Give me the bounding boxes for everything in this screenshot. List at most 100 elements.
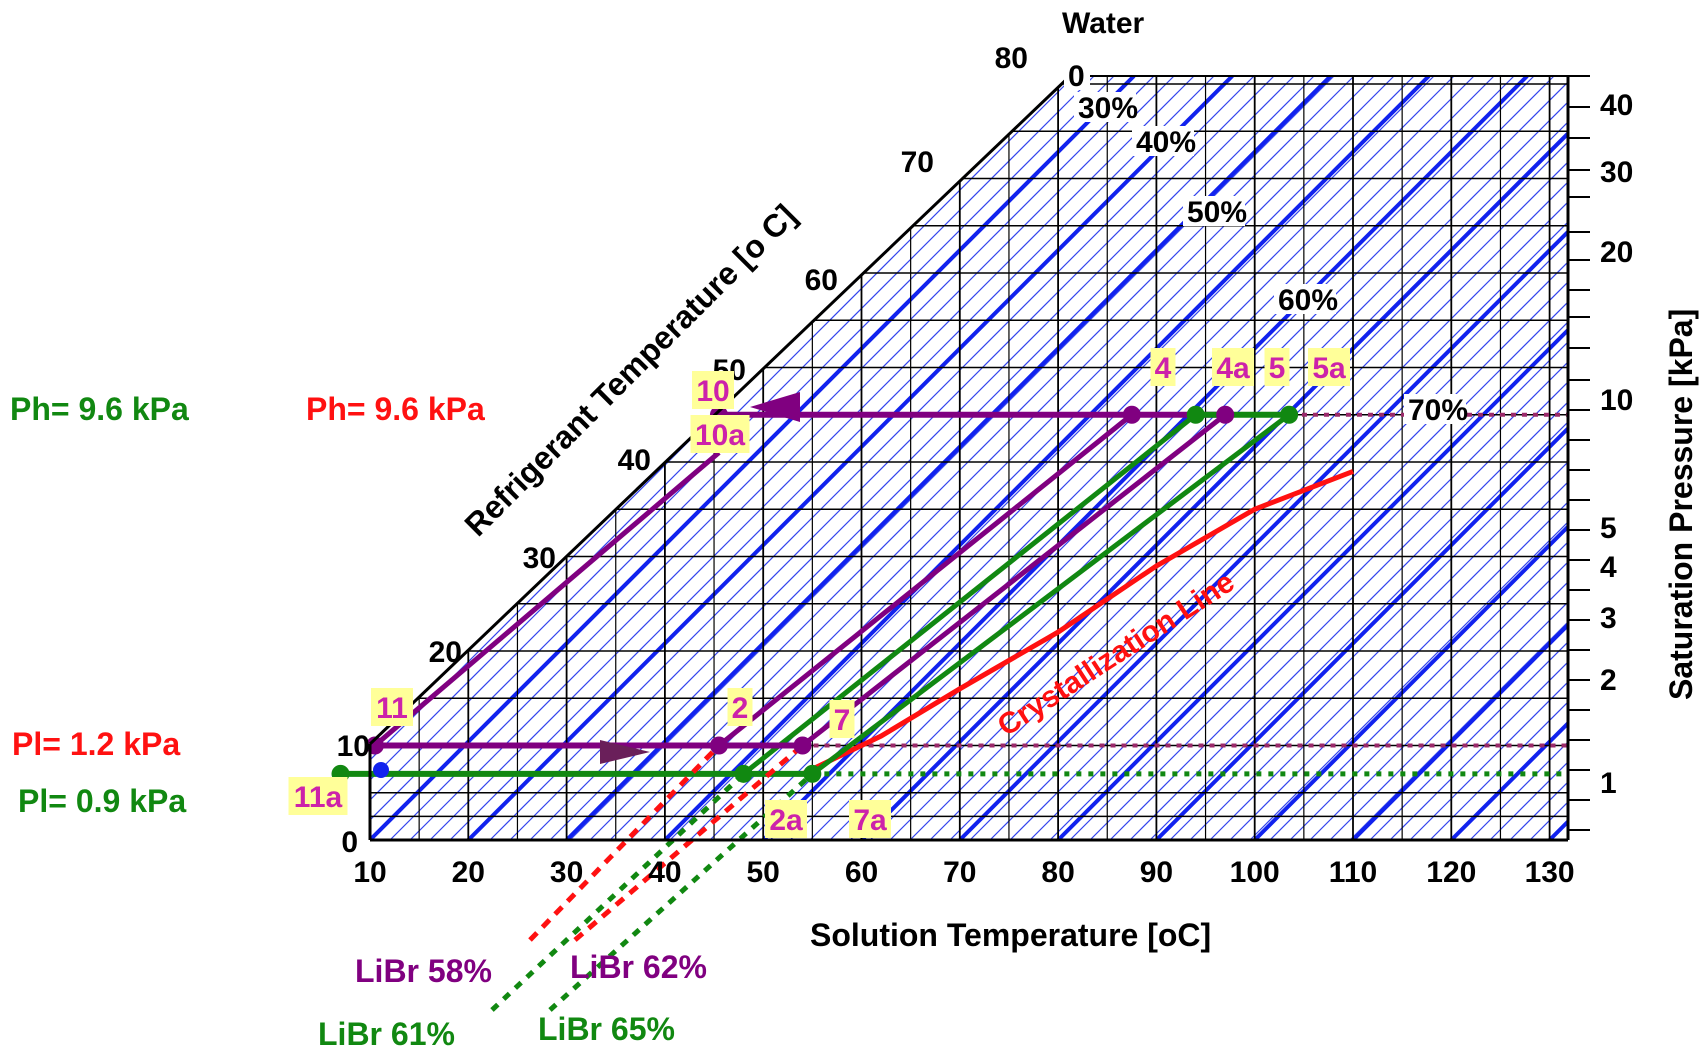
point-label-bg bbox=[1212, 348, 1254, 386]
refrigerant-line bbox=[373, 450, 721, 748]
text-labels: 10 20 30 40 50 60 70 80 90 100 110 120 1300102030405… bbox=[10, 42, 1633, 1052]
state-point bbox=[1186, 405, 1205, 424]
hatch-line bbox=[489, 76, 1255, 840]
pressure-tick-label: 1 bbox=[1600, 767, 1617, 800]
x-tick-label: 130 bbox=[1525, 856, 1575, 889]
concentration-label: 70% bbox=[1408, 394, 1468, 427]
hatch-line bbox=[1049, 76, 1568, 840]
series-label: LiBr 58% bbox=[355, 953, 492, 989]
point-label: 7a bbox=[853, 804, 887, 837]
concentration-label-bg bbox=[1404, 394, 1466, 424]
arrow-right bbox=[600, 740, 650, 764]
refrigerant-tick-label: 70 bbox=[901, 146, 934, 179]
y-axis-right-title: Saturation Pressure [kPa] bbox=[1663, 309, 1699, 700]
point-label-bg bbox=[727, 688, 753, 726]
hatch-line bbox=[449, 76, 1215, 840]
hatch-line bbox=[989, 76, 1568, 840]
point-label: 5 bbox=[1269, 352, 1286, 385]
hatch-line bbox=[609, 76, 1375, 840]
hatch-line bbox=[1009, 76, 1568, 840]
hatch-line bbox=[1029, 76, 1568, 840]
hatch-line bbox=[1329, 76, 1568, 840]
series-label: LiBr 62% bbox=[570, 949, 707, 985]
y-axis-left-title: Refrigerant Temperature [o C] bbox=[457, 197, 803, 543]
hatch-line bbox=[370, 76, 1115, 840]
state-point bbox=[373, 762, 389, 778]
series-label: LiBr 65% bbox=[538, 1011, 675, 1047]
x-tick-label: 50 bbox=[747, 856, 780, 889]
arrow-left bbox=[750, 392, 800, 422]
solution-line bbox=[717, 412, 1134, 748]
pressure-tick-label: 3 bbox=[1600, 602, 1617, 635]
state-point bbox=[793, 736, 812, 755]
pressure-tick-label: 2 bbox=[1600, 664, 1617, 697]
crystallization-line bbox=[801, 469, 1354, 777]
concentration-label-bg bbox=[1274, 284, 1336, 314]
point-label: 4a bbox=[1216, 352, 1250, 385]
hatch-line bbox=[409, 76, 1175, 840]
point-label-bg bbox=[1308, 348, 1350, 386]
iso-line bbox=[466, 76, 1234, 840]
pressure-annotation: Pl= 0.9 kPa bbox=[18, 783, 186, 819]
hatch-line bbox=[370, 76, 875, 840]
iso-line bbox=[1351, 76, 1568, 840]
solution-line bbox=[741, 412, 1198, 776]
hatch-line bbox=[1129, 76, 1568, 840]
concentration-label: 30% bbox=[1078, 92, 1138, 125]
pressure-tick-label: 5 bbox=[1600, 512, 1617, 545]
iso-line bbox=[860, 76, 1568, 840]
refrigerant-tick-label: 40 bbox=[618, 444, 651, 477]
refrigerant-tick-label: 10 bbox=[337, 730, 370, 763]
x-tick-label: 70 bbox=[943, 856, 976, 889]
hatch-line bbox=[589, 76, 1355, 840]
hatch-line bbox=[370, 76, 835, 840]
refrigerant-tick-label: 60 bbox=[805, 264, 838, 297]
hatch-line bbox=[1389, 76, 1568, 840]
x-tick-label: 30 bbox=[550, 856, 583, 889]
hatch-line bbox=[1249, 76, 1568, 840]
hatch-line bbox=[370, 76, 975, 840]
refrigerant-tick-label: 0 bbox=[341, 826, 358, 859]
point-label-bg bbox=[692, 371, 734, 409]
hatch-line bbox=[1089, 76, 1568, 840]
x-tick-label: 100 bbox=[1230, 856, 1280, 889]
hatch-line bbox=[1209, 76, 1568, 840]
iso-line bbox=[663, 76, 1431, 840]
state-point bbox=[709, 736, 728, 755]
hatch-line bbox=[949, 76, 1568, 840]
x-tick-label: 10 bbox=[353, 856, 386, 889]
refrigerant-tick-label: 30 bbox=[523, 542, 556, 575]
iso-line bbox=[1253, 76, 1568, 840]
point-label-bg bbox=[288, 777, 348, 815]
water-label: Water bbox=[1062, 7, 1145, 40]
point-label: 7 bbox=[834, 704, 851, 737]
state-point bbox=[734, 764, 753, 783]
hatch-line bbox=[829, 76, 1568, 840]
point-label-bg bbox=[371, 688, 413, 726]
refrigerant-tick-label: 80 bbox=[995, 42, 1028, 75]
hatch-line bbox=[370, 76, 1075, 840]
x-tick-label: 110 bbox=[1329, 856, 1377, 889]
hatch-line bbox=[869, 76, 1568, 840]
iso-line bbox=[958, 76, 1568, 840]
iso-line bbox=[1154, 76, 1568, 840]
point-label: 10 bbox=[696, 375, 729, 408]
x-tick-label: 20 bbox=[452, 856, 485, 889]
pressure-tick-label: 4 bbox=[1600, 551, 1617, 584]
hatch-line bbox=[1309, 76, 1568, 840]
x-tick-label: 60 bbox=[845, 856, 878, 889]
pressure-tick-label: 40 bbox=[1600, 89, 1633, 122]
hatch-line bbox=[1289, 76, 1568, 840]
x-tick-label: 120 bbox=[1426, 856, 1476, 889]
point-label: 2a bbox=[769, 804, 803, 837]
hatch-line bbox=[1409, 76, 1568, 840]
pressure-annotation: Ph= 9.6 kPa bbox=[306, 391, 485, 427]
series-label: LiBr 61% bbox=[318, 1016, 455, 1052]
point-label: 5a bbox=[1312, 352, 1346, 385]
hatch-line bbox=[649, 76, 1415, 840]
hatch-line bbox=[669, 76, 1435, 840]
hatch-line bbox=[1429, 76, 1568, 840]
refrigerant-tick-label: 20 bbox=[429, 636, 462, 669]
iso-line bbox=[370, 76, 1136, 840]
hatch-line bbox=[1149, 76, 1568, 840]
